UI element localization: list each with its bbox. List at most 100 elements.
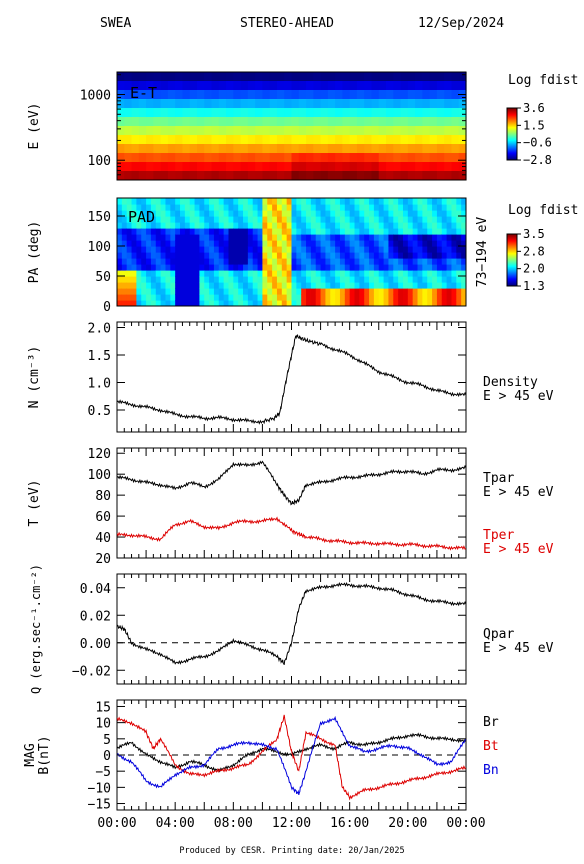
pad-cell (441, 210, 448, 217)
pad-cell (228, 210, 234, 217)
pad-cell (199, 204, 205, 211)
et-cell (306, 81, 314, 91)
pad-cell (451, 198, 457, 205)
pad-cell (136, 294, 142, 301)
et-cell (284, 144, 293, 154)
pad-cell (417, 240, 423, 247)
pad-cell (141, 258, 147, 265)
pad-cell (359, 252, 365, 259)
pad-cell (194, 282, 201, 289)
et-cell (400, 153, 409, 163)
pad-cell (388, 246, 394, 253)
et-cell (175, 162, 184, 172)
et-cell (284, 171, 293, 181)
et-cell (167, 81, 176, 91)
pad-cell (432, 234, 438, 241)
pad-cell (398, 210, 404, 217)
pad-cell (417, 198, 423, 205)
pad-cell (417, 294, 423, 301)
pad-cell (126, 252, 133, 259)
pad-cell (170, 204, 176, 211)
pad-cell (417, 288, 423, 295)
pad-cell (339, 288, 346, 295)
et-cell (327, 153, 336, 163)
pad-cell (291, 240, 297, 247)
pad-cell (257, 264, 264, 271)
pad-cell (272, 204, 278, 211)
et-cell (415, 99, 423, 109)
pad-cell (446, 204, 453, 211)
pad-cell (189, 240, 196, 247)
colorbar-step (507, 248, 517, 250)
pad-cell (252, 276, 259, 283)
et-cell (262, 171, 271, 181)
pad-cell (393, 276, 399, 283)
pad-cell (276, 234, 283, 241)
pad-cell (136, 258, 142, 265)
pad-cell (330, 264, 336, 271)
pad-cell (146, 264, 152, 271)
pad-cell (446, 288, 453, 295)
pad-cell (364, 270, 370, 277)
et-cell (255, 144, 264, 154)
colorbar-tick-label: −0.6 (523, 136, 552, 150)
pad-cell (398, 258, 404, 265)
pad-cell (369, 258, 375, 265)
pad-cell (194, 216, 201, 223)
pad-cell (436, 294, 443, 301)
et-cell (320, 144, 329, 154)
et-cell (131, 108, 140, 118)
colorbar-step (507, 155, 517, 157)
pad-cell (412, 198, 419, 205)
colorbar-step (507, 257, 517, 259)
colorbar-step (507, 147, 517, 149)
energy-time-frame (116, 71, 467, 181)
pad-cell (204, 234, 210, 241)
et-cell (444, 144, 453, 154)
pad-cell (412, 300, 419, 306)
pad-cell (262, 234, 268, 241)
et-cell (138, 171, 147, 181)
pad-cell (456, 288, 462, 295)
energy-time-heatmap (117, 72, 467, 181)
pad-cell (296, 246, 302, 253)
colorbar-step (507, 234, 517, 236)
pad-cell (398, 240, 404, 247)
pad-cell (238, 294, 244, 301)
pad-cell (310, 204, 317, 211)
pad-cell (121, 270, 128, 277)
pad-cell (383, 258, 390, 265)
pad-cell (456, 252, 462, 259)
colorbar-step (507, 264, 517, 266)
pad-cell (155, 216, 162, 223)
et-cell (298, 171, 307, 181)
pad-cell (296, 276, 302, 283)
pad-cell (276, 258, 283, 265)
colorbar-frame (506, 107, 518, 161)
pad-cell (320, 288, 327, 295)
pad-cell (354, 222, 360, 229)
pad-cell (150, 210, 157, 217)
pad-cell (257, 216, 264, 223)
y-tick-label: 2.0 (88, 322, 111, 337)
et-cell (233, 153, 242, 163)
pad-cell (272, 288, 278, 295)
pad-cell (126, 276, 133, 283)
et-cell (349, 72, 358, 82)
pad-cell (412, 258, 419, 265)
pad-cell (441, 270, 448, 277)
pad-cell (184, 234, 191, 241)
et-cell (393, 153, 402, 163)
et-cell (153, 162, 162, 172)
pad-cell (170, 234, 176, 241)
et-cell (182, 153, 191, 163)
pad-cell (150, 288, 157, 295)
pad-cell (291, 258, 297, 265)
pad-cell (349, 276, 356, 283)
pad-cell (330, 276, 336, 283)
colorbar-step (507, 260, 517, 262)
pad-cell (199, 216, 205, 223)
pad-cell (218, 216, 225, 223)
pad-cell (296, 198, 302, 205)
